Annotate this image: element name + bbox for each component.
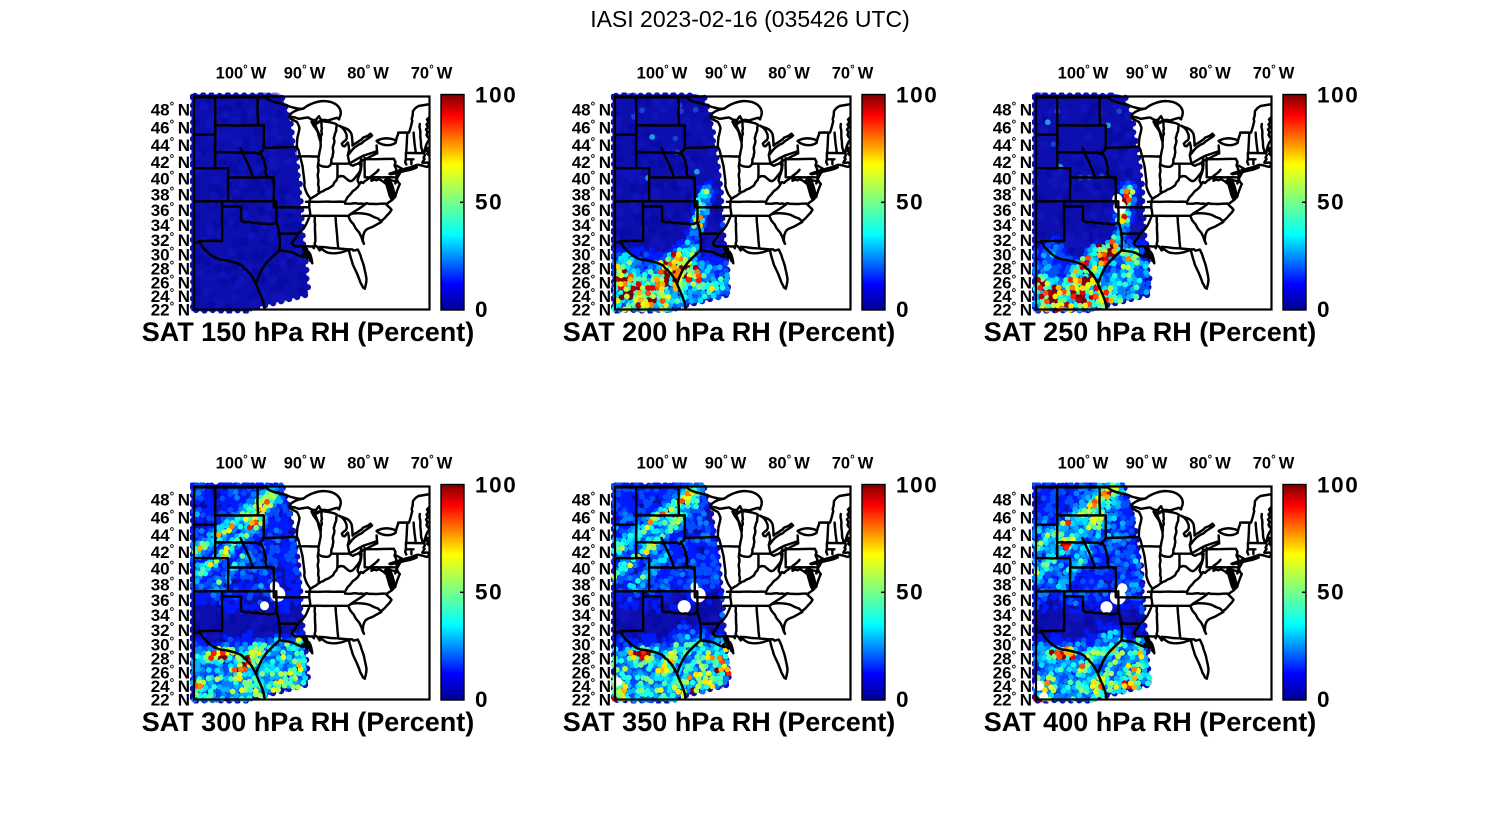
svg-text:SAT 150 hPa RH (Percent): SAT 150 hPa RH (Percent) bbox=[142, 317, 475, 347]
svg-text:SAT 200 hPa RH (Percent): SAT 200 hPa RH (Percent) bbox=[563, 317, 896, 347]
svg-text:SAT 350 hPa RH (Percent): SAT 350 hPa RH (Percent) bbox=[563, 707, 896, 737]
svg-text:SAT 400 hPa RH (Percent): SAT 400 hPa RH (Percent) bbox=[984, 707, 1317, 737]
svg-text:SAT 250 hPa RH (Percent): SAT 250 hPa RH (Percent) bbox=[984, 317, 1317, 347]
svg-text:SAT 300 hPa RH (Percent): SAT 300 hPa RH (Percent) bbox=[142, 707, 475, 737]
svg-text:IASI 2023-02-16 (035426 UTC): IASI 2023-02-16 (035426 UTC) bbox=[590, 6, 910, 32]
